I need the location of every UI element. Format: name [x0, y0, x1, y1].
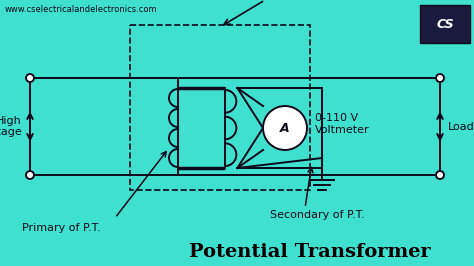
Text: P.T.: P.T.	[270, 0, 293, 3]
Circle shape	[263, 106, 307, 150]
Text: CS: CS	[436, 18, 454, 31]
Bar	[130, 25, 310, 190]
Text: Load: Load	[448, 122, 474, 131]
Text: Potential Transformer: Potential Transformer	[189, 243, 431, 261]
Circle shape	[26, 171, 34, 179]
Text: Primary of P.T.: Primary of P.T.	[22, 223, 100, 233]
Circle shape	[436, 171, 444, 179]
Circle shape	[26, 74, 34, 82]
Text: 0-110 V
Voltmeter: 0-110 V Voltmeter	[315, 113, 370, 135]
Circle shape	[436, 74, 444, 82]
Text: www.cselectricalandelectronics.com: www.cselectricalandelectronics.com	[5, 6, 158, 15]
Text: High
voltage: High voltage	[0, 116, 22, 137]
Text: A: A	[280, 123, 290, 135]
Text: Secondary of P.T.: Secondary of P.T.	[270, 210, 365, 220]
Bar	[420, 5, 470, 43]
